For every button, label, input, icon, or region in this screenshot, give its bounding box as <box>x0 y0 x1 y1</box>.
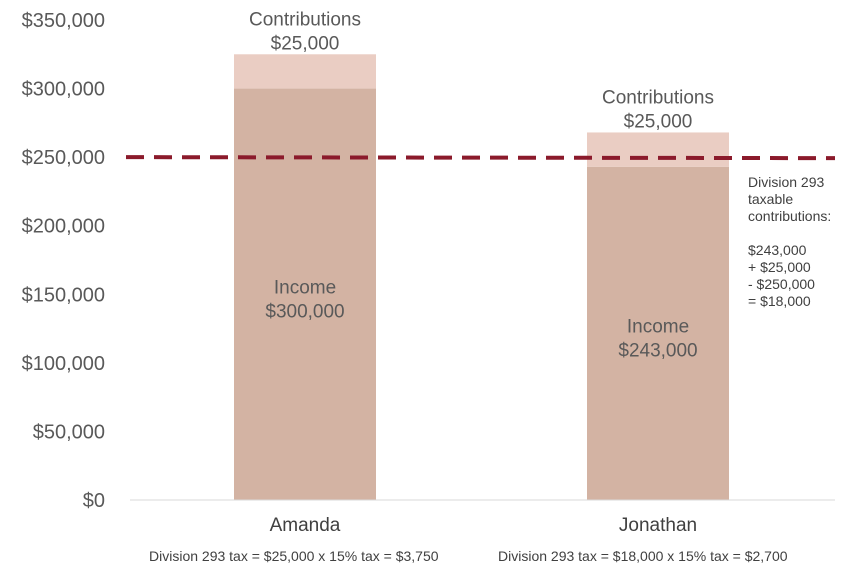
tax-footnote: Division 293 tax = $25,000 x 15% tax = $… <box>149 548 439 564</box>
annotation-line: $243,000 <box>748 242 807 258</box>
category-label: Jonathan <box>619 515 697 536</box>
annotation-line: contributions: <box>748 208 831 224</box>
footnotes: Division 293 tax = $25,000 x 15% tax = $… <box>149 548 788 564</box>
income-value-label: $300,000 <box>265 301 344 322</box>
annotation-line: + $25,000 <box>748 259 811 275</box>
tax-footnote: Division 293 tax = $18,000 x 15% tax = $… <box>498 548 788 564</box>
y-tick-label: $300,000 <box>22 79 105 101</box>
bar-contributions-amanda <box>234 54 376 89</box>
y-tick-label: $0 <box>83 490 105 512</box>
bar-income-jonathan <box>587 166 729 500</box>
contributions-title-label: Contributions <box>602 87 714 108</box>
y-tick-label: $350,000 <box>22 10 105 32</box>
contributions-title-label: Contributions <box>249 9 361 30</box>
contributions-value-label: $25,000 <box>624 111 693 132</box>
annotation-line: Division 293 <box>748 174 824 190</box>
income-title-label: Income <box>274 277 336 298</box>
y-tick-label: $250,000 <box>22 147 105 169</box>
y-axis: $0 $50,000 $100,000 $150,000 $200,000 $250,00… <box>22 10 105 512</box>
y-tick-label: $50,000 <box>33 421 105 443</box>
bar-contributions-jonathan <box>587 132 729 167</box>
y-tick-label: $200,000 <box>22 216 105 238</box>
contributions-value-label: $25,000 <box>271 33 340 54</box>
threshold-line <box>125 155 836 161</box>
annotation-line: taxable <box>748 191 793 207</box>
category-labels: Amanda Jonathan <box>270 515 697 536</box>
category-label: Amanda <box>270 515 341 536</box>
annotation-line: - $250,000 <box>748 276 815 292</box>
y-tick-label: $150,000 <box>22 284 105 306</box>
bar-labels: Income $300,000 Contributions $25,000 Income… <box>249 9 714 361</box>
y-tick-label: $100,000 <box>22 353 105 375</box>
annotation-line: = $18,000 <box>748 293 811 309</box>
income-value-label: $243,000 <box>618 340 697 361</box>
income-title-label: Income <box>627 316 689 337</box>
